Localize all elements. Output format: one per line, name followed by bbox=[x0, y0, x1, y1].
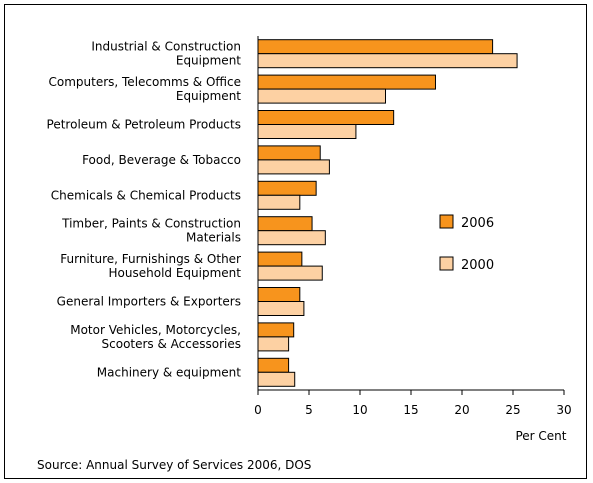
x-tick-label-0: 0 bbox=[254, 403, 262, 417]
bar-2006-2 bbox=[257, 110, 395, 125]
bar-2000-4 bbox=[257, 194, 301, 210]
category-label-line: Timber, Paints & Construction bbox=[61, 217, 241, 231]
category-label-line: Equipment bbox=[176, 54, 241, 68]
legend: 2006 2000 bbox=[439, 214, 494, 273]
category-label-9: Machinery & equipment bbox=[97, 365, 241, 379]
bar-2000-6 bbox=[257, 265, 323, 281]
x-tick-label-4: 20 bbox=[454, 403, 469, 417]
bar-2006-6 bbox=[257, 251, 303, 267]
category-label-line: Motor Vehicles, Motorcycles, bbox=[70, 323, 241, 337]
category-labels: Industrial & Construction EquipmentComput… bbox=[47, 40, 242, 380]
category-label-6: Furniture, Furnishings & Other Household … bbox=[60, 252, 241, 280]
bar-2006-8 bbox=[257, 322, 295, 338]
bar-2000-3 bbox=[257, 159, 330, 175]
bar-2006-4 bbox=[257, 180, 317, 196]
x-axis-label: Per Cent bbox=[515, 429, 566, 443]
x-tick-label-3: 15 bbox=[403, 403, 418, 417]
category-label-line: Furniture, Furnishings & Other bbox=[60, 252, 241, 266]
category-label-0: Industrial & Construction Equipment bbox=[91, 40, 241, 68]
category-label-line: Petroleum & Petroleum Products bbox=[47, 118, 241, 132]
category-label-line: Food, Beverage & Tobacco bbox=[82, 153, 241, 167]
category-label-8: Motor Vehicles, Motorcycles, Scooters & A… bbox=[70, 323, 241, 351]
bar-2000-8 bbox=[257, 336, 290, 352]
x-ticks: 0 5 10 15 20 25 30 bbox=[254, 390, 572, 417]
x-tick-label-1: 5 bbox=[305, 403, 313, 417]
category-label-line: Materials bbox=[186, 231, 241, 245]
category-label-3: Food, Beverage & Tobacco bbox=[82, 153, 241, 167]
legend-swatch-2006 bbox=[439, 214, 454, 229]
bar-2006-3 bbox=[257, 145, 321, 161]
category-label-line: Scooters & Accessories bbox=[102, 337, 241, 351]
category-label-4: Chemicals & Chemical Products bbox=[51, 188, 241, 202]
category-label-line: Equipment bbox=[176, 89, 241, 103]
category-label-line: Machinery & equipment bbox=[97, 365, 241, 379]
legend-swatch-2000 bbox=[439, 256, 454, 271]
x-tick-label-6: 30 bbox=[556, 403, 571, 417]
bar-2000-0 bbox=[257, 53, 518, 69]
category-label-line: Industrial & Construction bbox=[91, 40, 241, 54]
bar-2006-0 bbox=[257, 39, 494, 55]
category-label-2: Petroleum & Petroleum Products bbox=[47, 118, 241, 132]
bar-2006-7 bbox=[257, 287, 301, 302]
category-label-7: General Importers & Exporters bbox=[57, 295, 241, 309]
legend-label-2000: 2000 bbox=[461, 258, 494, 273]
bar-2006-5 bbox=[257, 216, 313, 232]
bar-2000-7 bbox=[257, 301, 305, 316]
bar-2000-2 bbox=[257, 124, 357, 139]
x-tick-label-2: 10 bbox=[352, 403, 367, 417]
category-label-line: Household Equipment bbox=[109, 266, 242, 280]
bar-2006-9 bbox=[257, 357, 290, 373]
bar-2000-9 bbox=[257, 371, 296, 387]
x-tick-label-5: 25 bbox=[505, 403, 520, 417]
legend-label-2006: 2006 bbox=[461, 216, 494, 231]
bar-2000-1 bbox=[257, 88, 386, 104]
bar-2000-5 bbox=[257, 230, 326, 246]
bar-2006-1 bbox=[257, 74, 436, 90]
source-note: Source: Annual Survey of Services 2006, … bbox=[37, 458, 311, 472]
bars-group bbox=[257, 39, 518, 387]
category-label-line: Computers, Telecomms & Office bbox=[48, 75, 241, 89]
category-label-line: General Importers & Exporters bbox=[57, 295, 241, 309]
category-label-5: Timber, Paints & Construction Materials bbox=[61, 217, 241, 245]
category-label-line: Chemicals & Chemical Products bbox=[51, 188, 241, 202]
category-label-1: Computers, Telecomms & Office Equipment bbox=[48, 75, 241, 103]
